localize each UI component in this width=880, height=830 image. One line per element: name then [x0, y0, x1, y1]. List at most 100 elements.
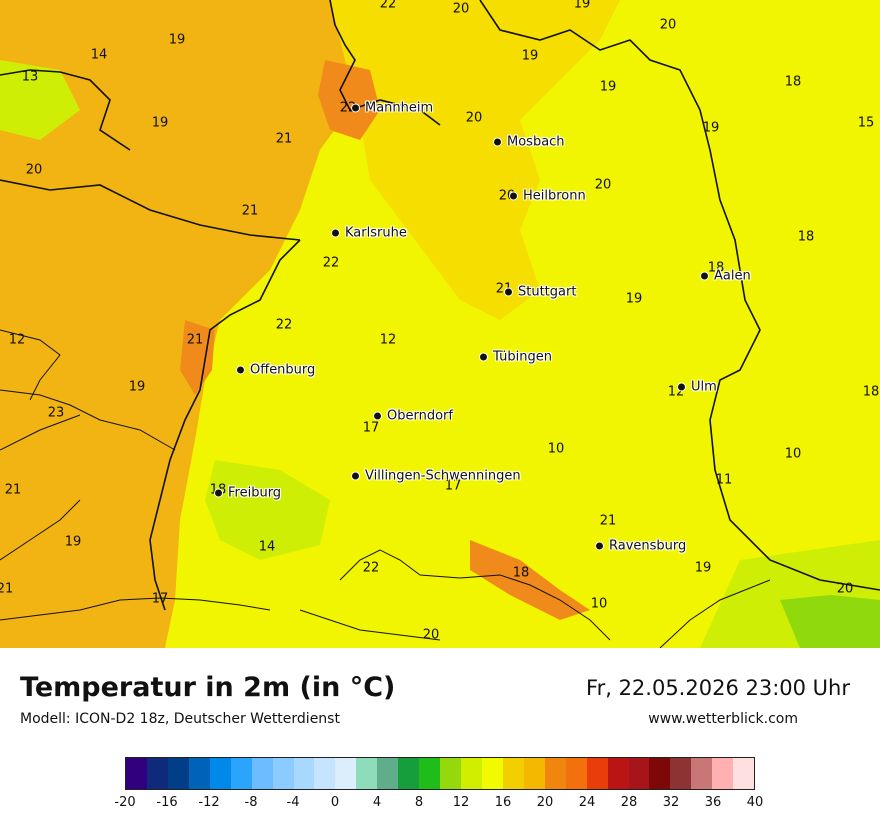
legend-tick-label: -8 [244, 795, 258, 810]
legend-swatch [691, 758, 713, 789]
city-marker: Ulm [677, 380, 717, 395]
border-line [0, 389, 176, 451]
legend-tick-label: 20 [536, 795, 554, 810]
legend-tick-label: 32 [662, 795, 680, 810]
city-dot-icon [351, 103, 360, 113]
color-legend-bar [125, 757, 755, 790]
city-marker: Villingen-Schwenningen [351, 469, 521, 484]
legend-swatch [502, 758, 524, 789]
city-marker: Freiburg [214, 486, 281, 501]
city-dot-icon [479, 352, 488, 362]
city-dot-icon [677, 382, 686, 392]
legend-swatch [649, 758, 671, 789]
legend-swatch [586, 758, 608, 789]
legend-swatch [293, 758, 315, 789]
city-marker: Mosbach [493, 135, 565, 150]
map-canvas [0, 0, 880, 648]
legend-swatch [188, 758, 210, 789]
legend-swatch [377, 758, 399, 789]
legend-swatch [461, 758, 482, 789]
border-line [659, 579, 771, 648]
border-line [0, 69, 131, 151]
border-line [479, 0, 880, 591]
legend-swatch [712, 758, 734, 789]
legend-tick-label: 12 [452, 795, 470, 810]
model-info: Modell: ICON-D2 18z, Deutscher Wetterdie… [20, 711, 340, 727]
legend-tick-label: -16 [156, 795, 178, 810]
city-marker: Oberndorf [373, 409, 453, 424]
city-marker: Ravensburg [595, 539, 686, 554]
city-name: Stuttgart [518, 284, 577, 300]
border-line [0, 179, 301, 241]
legend-swatch [314, 758, 336, 789]
border-line [339, 549, 611, 641]
legend-tick-label: -20 [114, 795, 136, 810]
legend-tick-label: -4 [286, 795, 300, 810]
city-marker: Offenburg [236, 363, 315, 378]
legend-tick-label: 24 [578, 795, 596, 810]
map-title: Temperatur in 2m (in °C) [20, 672, 396, 703]
city-dot-icon [493, 137, 502, 147]
border-line [0, 329, 61, 401]
lime-cool-zone-blackforest [205, 460, 330, 560]
orange-zone-southwest [0, 400, 155, 648]
legend-swatch [544, 758, 566, 789]
city-name: Mannheim [365, 100, 434, 116]
border-line [0, 597, 271, 621]
legend-swatch [628, 758, 650, 789]
city-dot-icon [351, 471, 360, 481]
city-dot-icon [236, 365, 245, 375]
legend-tick-label: 4 [372, 795, 382, 810]
map-footer: Temperatur in 2m (in °C) Modell: ICON-D2… [0, 648, 880, 830]
city-marker: Tübingen [479, 350, 552, 365]
legend-swatch [272, 758, 294, 789]
city-name: Tübingen [493, 349, 552, 365]
city-dot-icon [214, 488, 223, 498]
legend-swatch [356, 758, 378, 789]
city-dot-icon [595, 541, 604, 551]
legend-swatch [230, 758, 252, 789]
city-name: Ravensburg [609, 538, 687, 554]
dark-orange-zone-rhine-south [180, 320, 215, 395]
city-name: Mosbach [507, 134, 565, 150]
city-dot-icon [509, 191, 518, 201]
city-dot-icon [504, 287, 513, 297]
border-line [0, 499, 81, 561]
legend-tick-label: 8 [414, 795, 424, 810]
border-line [149, 239, 301, 611]
city-name: Oberndorf [387, 408, 453, 424]
legend-tick-label: 0 [330, 795, 340, 810]
city-name: Villingen-Schwenningen [365, 468, 521, 484]
city-marker: Mannheim [351, 101, 433, 116]
legend-swatch [565, 758, 587, 789]
orange-warm-zone-north [330, 0, 620, 320]
legend-swatch [419, 758, 441, 789]
city-name: Aalen [714, 268, 751, 284]
city-dot-icon [373, 411, 382, 421]
legend-swatch [481, 758, 503, 789]
green-cool-zone-southeast [780, 595, 880, 648]
temperature-map: 22 20 19 20 14 19 19 13 19 18 22 20 19 15 19 21 20 20 20 21… [0, 0, 880, 648]
legend-tick-label: -12 [198, 795, 220, 810]
legend-swatch [523, 758, 545, 789]
legend-swatch [733, 758, 755, 789]
legend-tick-label: 36 [704, 795, 722, 810]
city-name: Ulm [691, 379, 717, 395]
city-marker: Heilbronn [509, 189, 586, 204]
legend-tick-label: 16 [494, 795, 512, 810]
city-dot-icon [331, 228, 340, 238]
legend-swatch [146, 758, 168, 789]
legend-swatch [209, 758, 231, 789]
legend-swatch [670, 758, 692, 789]
legend-swatch [607, 758, 629, 789]
city-name: Freiburg [228, 485, 282, 501]
city-name: Heilbronn [523, 188, 586, 204]
city-dot-icon [700, 271, 709, 281]
legend-swatch [251, 758, 273, 789]
border-line [299, 609, 441, 641]
website-link[interactable]: www.wetterblick.com [648, 711, 798, 727]
legend-swatch [398, 758, 420, 789]
border-line [329, 0, 441, 126]
city-marker: Stuttgart [504, 285, 576, 300]
city-name: Offenburg [250, 362, 316, 378]
